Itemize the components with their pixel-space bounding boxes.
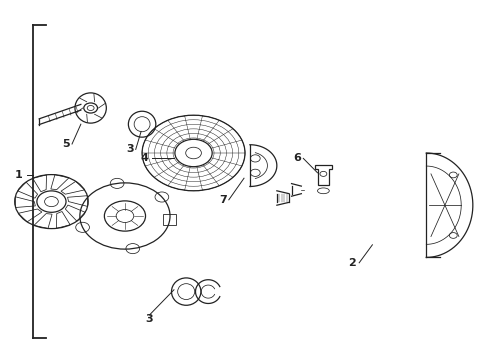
Text: 5: 5 — [62, 139, 70, 149]
Text: 1: 1 — [15, 170, 23, 180]
Text: 6: 6 — [294, 153, 301, 163]
Text: 7: 7 — [219, 195, 227, 205]
Text: 3: 3 — [146, 314, 153, 324]
Text: 4: 4 — [141, 153, 148, 163]
Text: 2: 2 — [348, 258, 356, 268]
Text: 3: 3 — [126, 144, 134, 154]
